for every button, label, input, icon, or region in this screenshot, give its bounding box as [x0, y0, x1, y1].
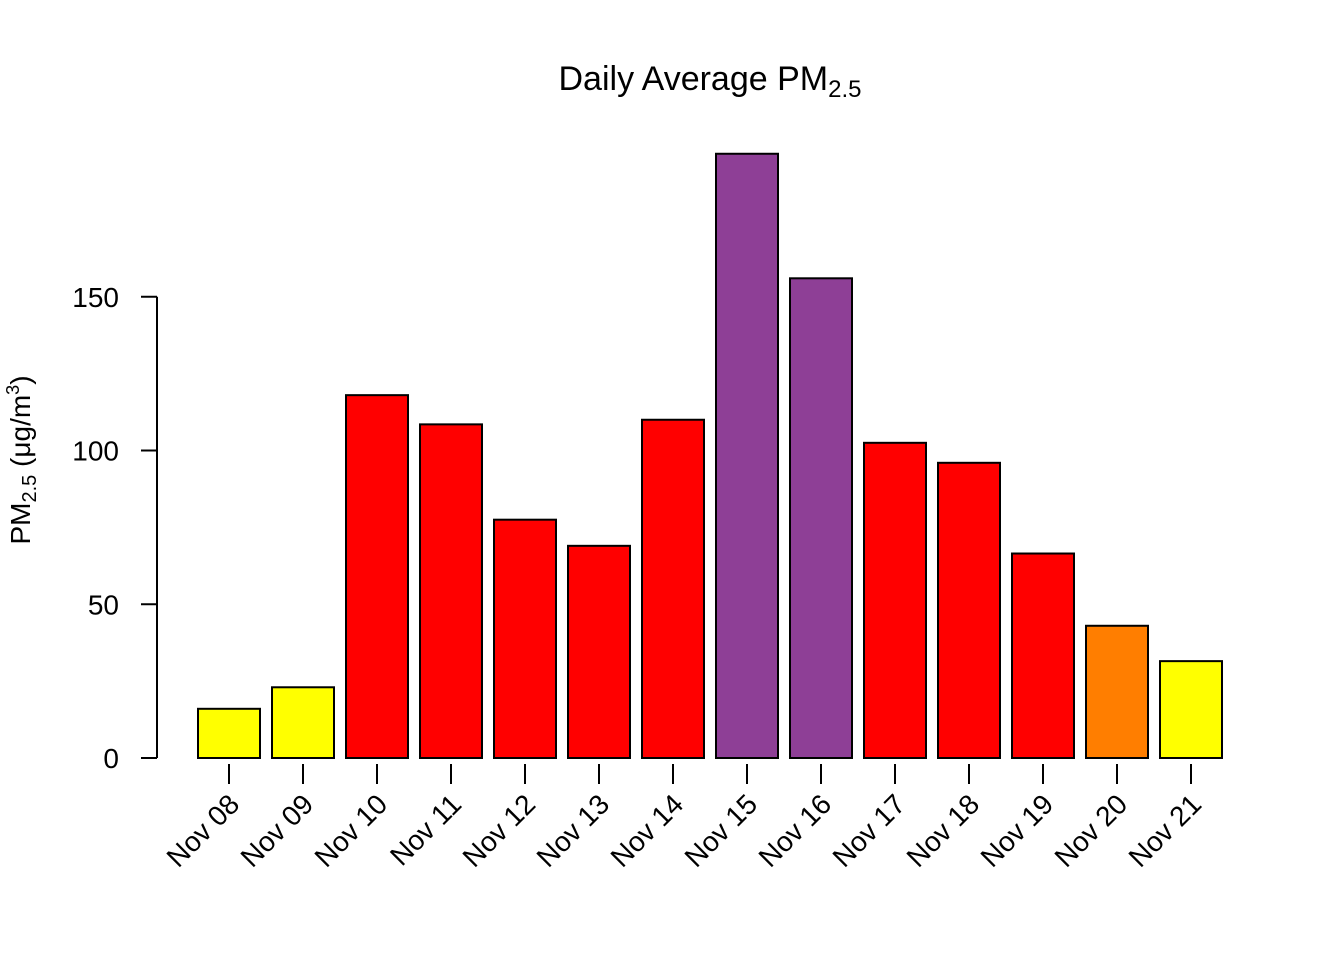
x-tick-label: Nov 20: [1049, 788, 1134, 873]
bar-nov-11: [419, 423, 483, 759]
x-tick-label: Nov 13: [531, 788, 616, 873]
bar-nov-17: [863, 441, 927, 759]
chart-title-subscript: 2.5: [828, 76, 861, 103]
y-axis-label-main: PM: [5, 503, 36, 545]
y-axis: 0 50 100 150: [72, 282, 158, 774]
x-tick-label: Nov 17: [827, 788, 912, 873]
bar-nov-16: [789, 277, 853, 759]
bar-nov-10: [345, 394, 409, 759]
chart-title-main: Daily Average PM: [559, 60, 829, 98]
y-tick-label: 0: [103, 743, 119, 774]
x-tick-label: Nov 19: [975, 788, 1060, 873]
x-tick-label: Nov 21: [1123, 788, 1208, 873]
x-tick-label: Nov 09: [235, 788, 320, 873]
bar-nov-09: [271, 686, 335, 760]
bar-nov-12: [493, 518, 557, 759]
x-tick-label: Nov 12: [457, 788, 542, 873]
y-axis-label-end: ): [5, 375, 36, 384]
chart-title: Daily Average PM2.5: [559, 60, 862, 103]
bars-group: [197, 152, 1223, 760]
y-axis-label-subscript: 2.5: [19, 475, 41, 503]
bar-nov-15: [715, 152, 779, 759]
x-tick-label: Nov 10: [309, 788, 394, 873]
bar-nov-18: [937, 461, 1001, 759]
x-tick-label: Nov 15: [679, 788, 764, 873]
y-tick-label: 100: [72, 436, 119, 467]
bar-nov-08: [197, 707, 261, 759]
y-tick-label: 150: [72, 282, 119, 313]
x-tick-label: Nov 08: [161, 788, 246, 873]
bar-nov-21: [1159, 660, 1223, 760]
x-tick-label: Nov 11: [384, 788, 467, 871]
x-tick-label: Nov 14: [605, 788, 690, 873]
bar-nov-19: [1011, 552, 1075, 760]
x-tick-label: Nov 16: [753, 788, 838, 873]
bar-nov-20: [1085, 624, 1149, 760]
bar-nov-14: [641, 418, 705, 759]
y-tick-label: 50: [88, 589, 119, 620]
bar-nov-13: [567, 544, 631, 760]
y-axis-label-superscript: 3: [3, 385, 23, 395]
y-axis-label-units: (μg/m: [5, 395, 36, 475]
x-tick-label: Nov 18: [901, 788, 986, 873]
y-axis-label: PM2.5 (μg/m3): [3, 375, 41, 544]
